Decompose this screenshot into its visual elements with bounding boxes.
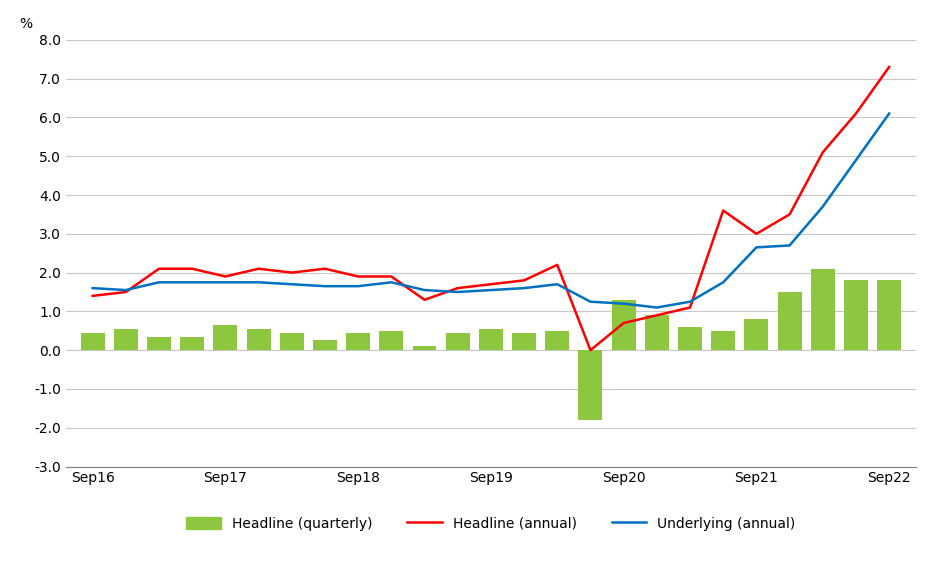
Bar — [811, 269, 834, 350]
Bar — [546, 331, 569, 350]
Bar — [379, 331, 403, 350]
Bar — [147, 337, 171, 350]
Bar — [246, 329, 271, 350]
Bar — [579, 350, 602, 420]
Bar — [180, 337, 204, 350]
Bar — [279, 333, 304, 350]
Bar — [877, 281, 902, 350]
Bar — [80, 333, 105, 350]
Bar — [346, 333, 370, 350]
Bar — [778, 292, 801, 350]
Bar — [479, 329, 503, 350]
Bar — [745, 319, 768, 350]
Bar — [114, 329, 138, 350]
Bar — [213, 325, 237, 350]
Bar — [413, 347, 436, 350]
Bar — [446, 333, 470, 350]
Bar — [512, 333, 536, 350]
Bar — [612, 300, 635, 350]
Bar — [645, 315, 668, 350]
Legend: Headline (quarterly), Headline (annual), Underlying (annual): Headline (quarterly), Headline (annual),… — [180, 512, 801, 537]
Text: %: % — [20, 17, 32, 31]
Bar — [313, 340, 337, 350]
Bar — [678, 327, 702, 350]
Bar — [711, 331, 735, 350]
Bar — [844, 281, 868, 350]
